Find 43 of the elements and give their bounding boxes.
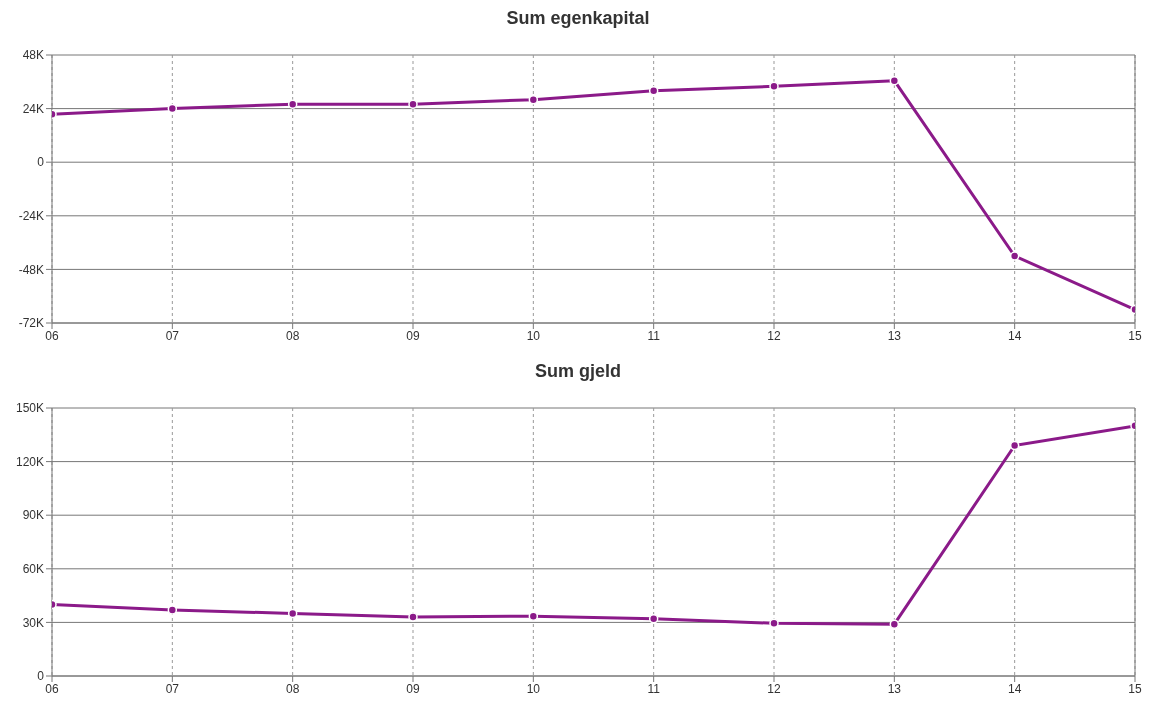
x-tick-label: 11 [647, 681, 661, 696]
y-tick-label: 0 [37, 155, 45, 170]
y-tick-label: 90K [22, 508, 44, 523]
x-tick-label: 08 [285, 681, 300, 696]
point [287, 608, 298, 619]
x-tick-label: 14 [1007, 328, 1022, 343]
point [528, 611, 539, 621]
y-tick-label: 30K [22, 615, 44, 630]
y-tick-label: -72K [18, 316, 44, 331]
point [408, 612, 418, 622]
y-tick-label: 150K [15, 401, 44, 416]
x-tick-label: 12 [767, 681, 781, 696]
chart-title: Sum gjeld [534, 361, 622, 382]
point [408, 99, 418, 109]
y-tick-label: 48K [22, 48, 44, 63]
point [889, 619, 900, 629]
x-tick-label: 07 [165, 328, 180, 343]
x-tick-label: 13 [887, 681, 902, 696]
point [167, 605, 178, 615]
x-tick-label: 08 [285, 328, 300, 343]
y-tick-label: 120K [15, 454, 44, 469]
x-tick-label: 07 [165, 681, 180, 696]
x-tick-label: 13 [887, 328, 902, 343]
x-tick-label: 15 [1128, 328, 1142, 343]
x-tick-label: 06 [45, 328, 59, 343]
y-tick-label: 0 [37, 669, 45, 684]
y-tick-label: 60K [22, 562, 44, 577]
point [648, 614, 659, 624]
y-tick-label: 24K [22, 101, 44, 116]
chart-title: Sum egenkapital [505, 8, 651, 29]
point [287, 99, 298, 109]
x-tick-label: 15 [1128, 681, 1142, 696]
x-tick-label: 14 [1007, 681, 1022, 696]
point [648, 85, 659, 96]
x-tick-label: 09 [406, 328, 420, 343]
x-tick-label: 10 [526, 681, 541, 696]
x-tick-label: 09 [406, 681, 420, 696]
x-tick-label: 11 [647, 328, 661, 343]
y-tick-label: -48K [18, 262, 44, 277]
x-tick-label: 12 [767, 328, 781, 343]
y-tick-label: -24K [18, 209, 44, 224]
x-tick-label: 10 [526, 328, 541, 343]
x-tick-label: 06 [45, 681, 59, 696]
